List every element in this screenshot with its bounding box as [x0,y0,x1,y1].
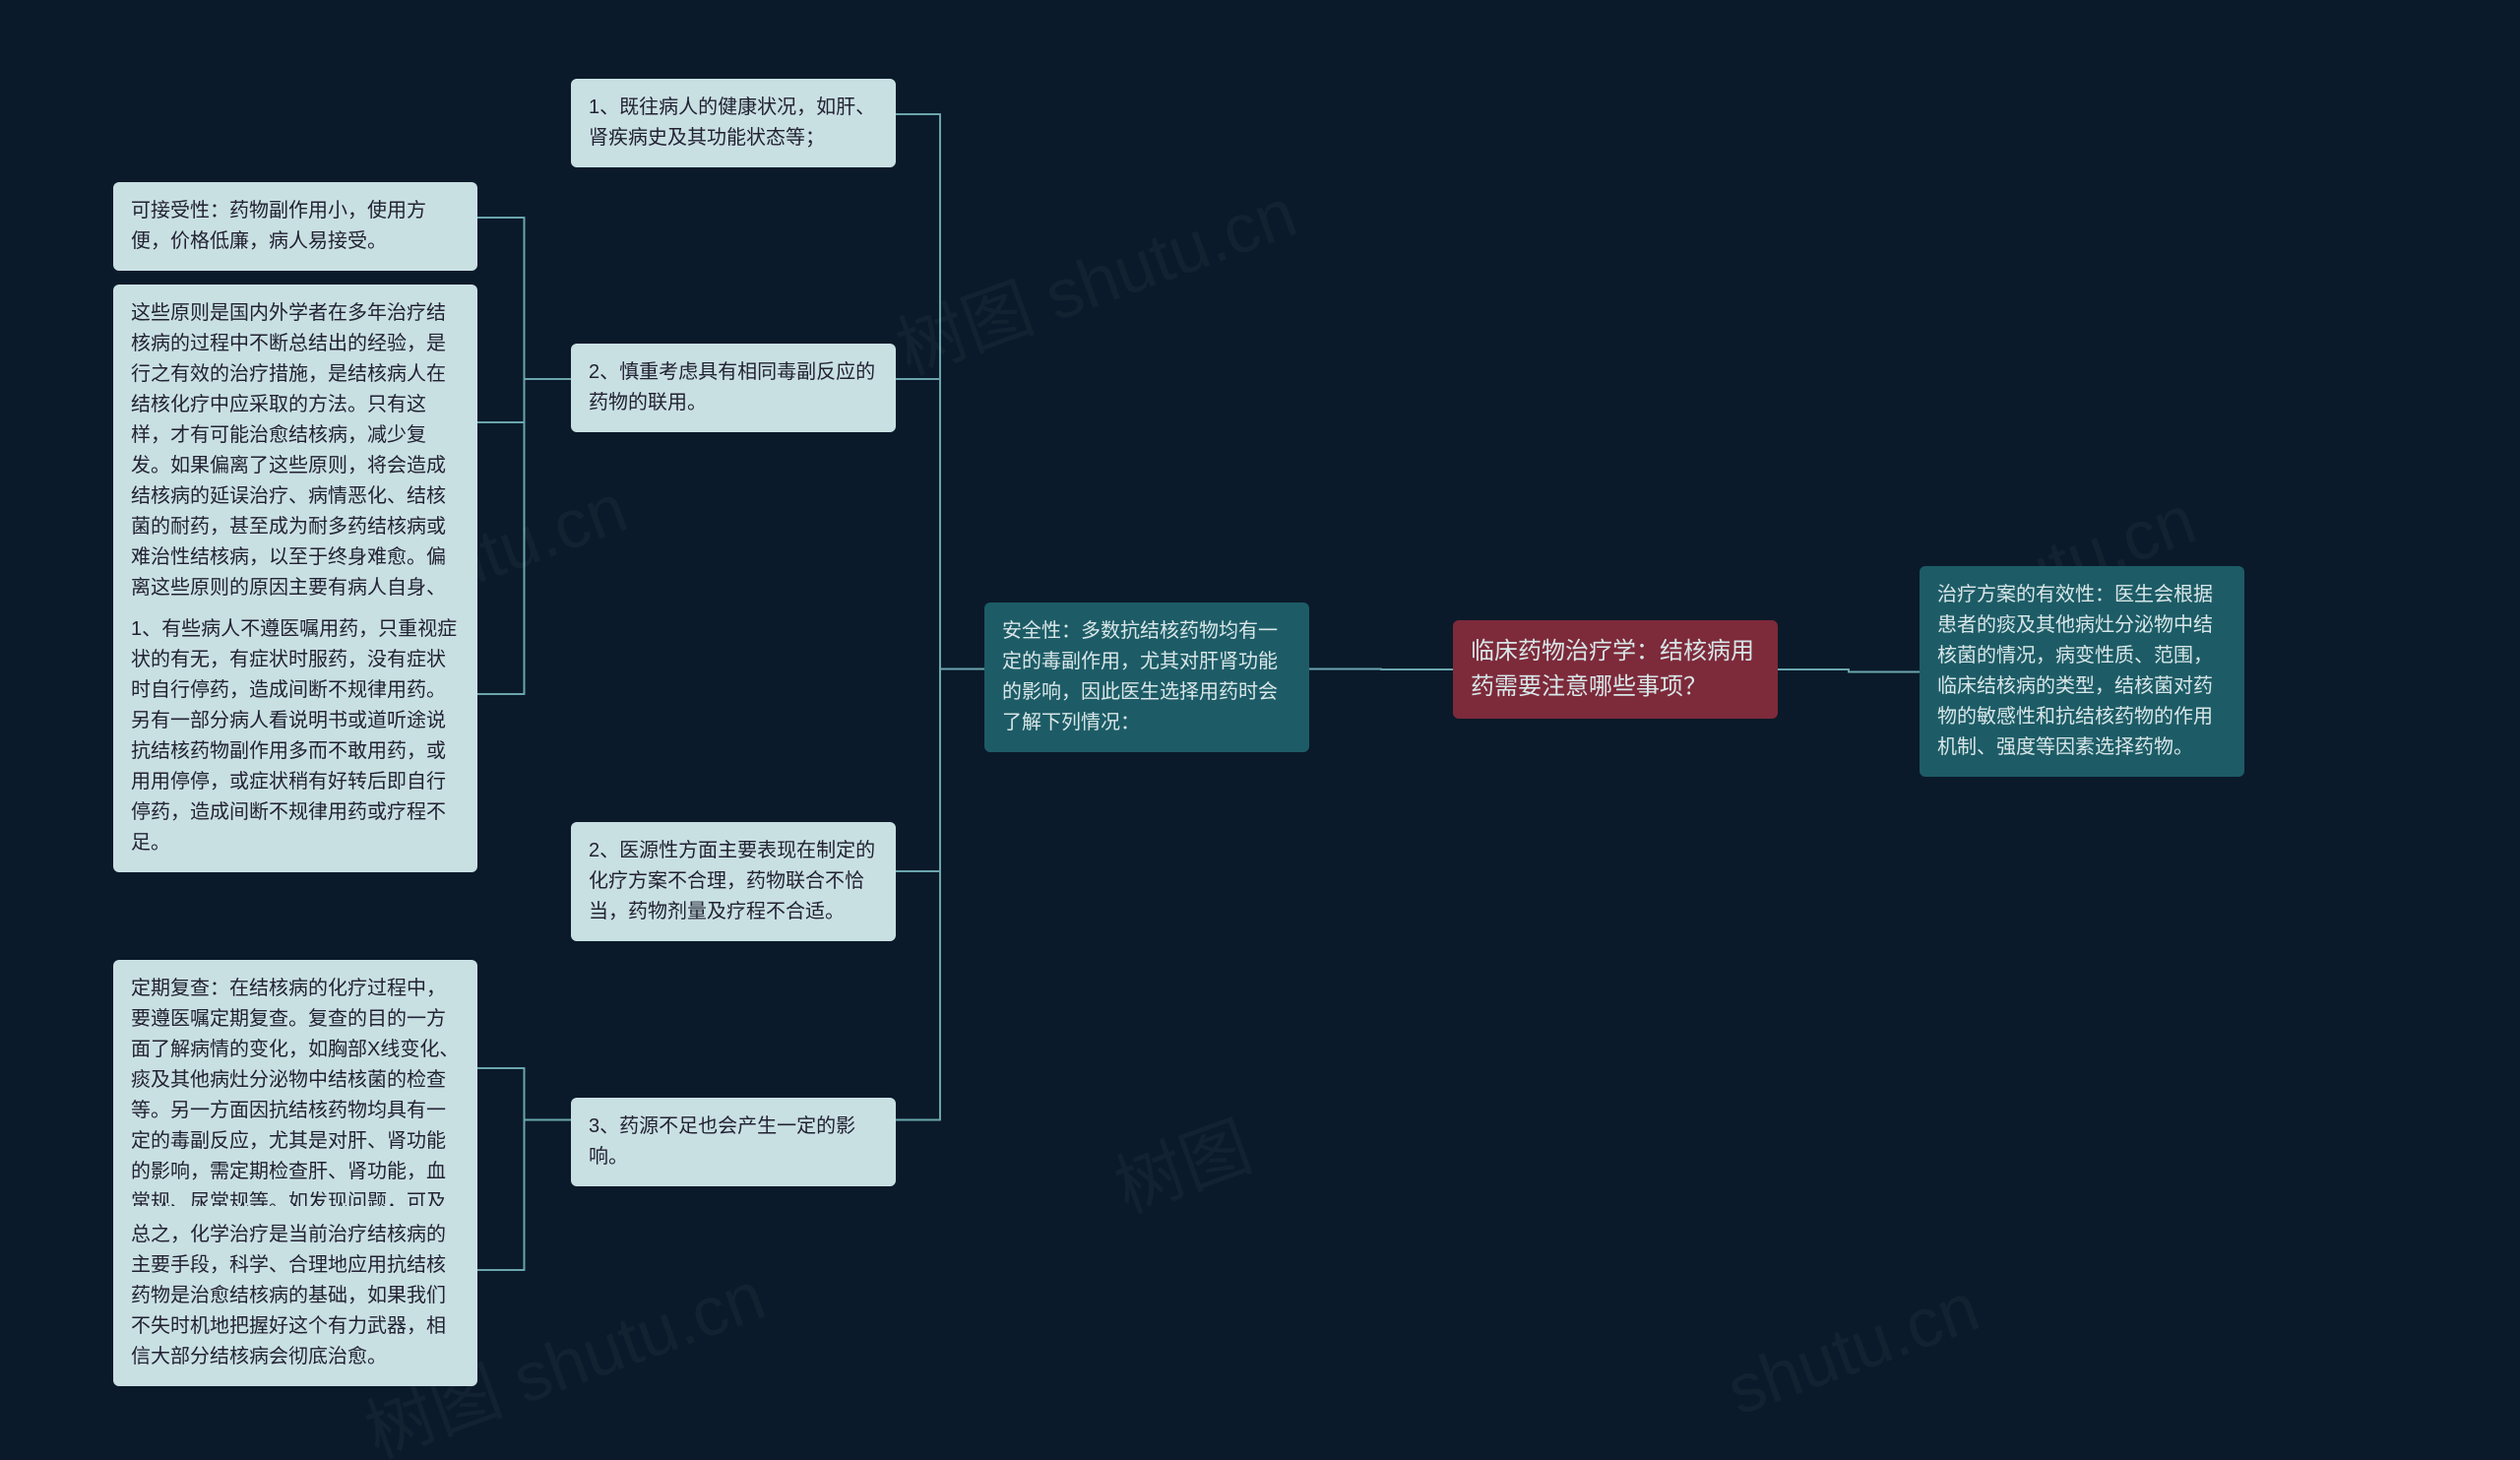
leaf-drug-combination[interactable]: 2、慎重考虑具有相同毒副反应的药物的联用。 [571,344,896,432]
leaf-principles-text: 这些原则是国内外学者在多年治疗结核病的过程中不断总结出的经验，是行之有效的治疗措… [131,302,446,629]
branch-safety-text: 安全性：多数抗结核药物均有一定的毒副作用，尤其对肝肾功能的影响，因此医生选择用药… [1002,620,1278,733]
leaf-drug-combination-text: 2、慎重考虑具有相同毒副反应的药物的联用。 [589,361,875,413]
leaf-acceptability[interactable]: 可接受性：药物副作用小，使用方便，价格低廉，病人易接受。 [113,182,477,271]
leaf-iatrogenic[interactable]: 2、医源性方面主要表现在制定的化疗方案不合理，药物联合不恰当，药物剂量及疗程不合… [571,822,896,941]
branch-effectiveness-text: 治疗方案的有效性：医生会根据患者的痰及其他病灶分泌物中结核菌的情况，病变性质、范… [1937,584,2213,758]
leaf-noncompliance[interactable]: 1、有些病人不遵医嘱用药，只重视症状的有无，有症状时服药，没有症状时自行停药，造… [113,601,477,872]
branch-effectiveness[interactable]: 治疗方案的有效性：医生会根据患者的痰及其他病灶分泌物中结核菌的情况，病变性质、范… [1920,566,2244,777]
watermark: 树图 shutu.cn [882,159,1308,395]
leaf-principles[interactable]: 这些原则是国内外学者在多年治疗结核病的过程中不断总结出的经验，是行之有效的治疗措… [113,285,477,648]
leaf-conclusion-text: 总之，化学治疗是当前治疗结核病的主要手段，科学、合理地应用抗结核药物是治愈结核病… [131,1224,446,1367]
branch-safety[interactable]: 安全性：多数抗结核药物均有一定的毒副作用，尤其对肝肾功能的影响，因此医生选择用药… [984,603,1309,752]
leaf-supply-shortage-text: 3、药源不足也会产生一定的影响。 [589,1115,855,1168]
leaf-noncompliance-text: 1、有些病人不遵医嘱用药，只重视症状的有无，有症状时服药，没有症状时自行停药，造… [131,618,457,854]
leaf-supply-shortage[interactable]: 3、药源不足也会产生一定的影响。 [571,1098,896,1186]
watermark: 树图 [1100,1092,1263,1233]
leaf-acceptability-text: 可接受性：药物副作用小，使用方便，价格低廉，病人易接受。 [131,200,426,252]
leaf-conclusion[interactable]: 总之，化学治疗是当前治疗结核病的主要手段，科学、合理地应用抗结核药物是治愈结核病… [113,1206,477,1386]
root-node-text: 临床药物治疗学：结核病用药需要注意哪些事项？ [1471,638,1754,700]
leaf-iatrogenic-text: 2、医源性方面主要表现在制定的化疗方案不合理，药物联合不恰当，药物剂量及疗程不合… [589,840,875,922]
leaf-health-history[interactable]: 1、既往病人的健康状况，如肝、肾疾病史及其功能状态等； [571,79,896,167]
leaf-health-history-text: 1、既往病人的健康状况，如肝、肾疾病史及其功能状态等； [589,96,875,149]
leaf-regular-review-text: 定期复查：在结核病的化疗过程中，要遵医嘱定期复查。复查的目的一方面了解病情的变化… [131,978,459,1243]
root-node[interactable]: 临床药物治疗学：结核病用药需要注意哪些事项？ [1453,620,1778,719]
watermark: shutu.cn [1717,1267,1988,1430]
